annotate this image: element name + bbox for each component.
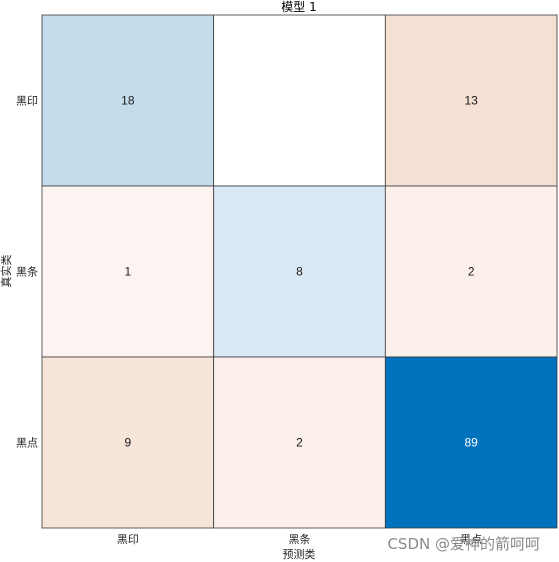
y-tick-label: 黑条 — [16, 265, 38, 279]
heatmap-cell — [41, 356, 215, 529]
y-axis-label: 真实类 — [0, 255, 13, 288]
x-tick-labels: 黑印 黑条 黑点 — [117, 532, 482, 546]
cell-value-label: 2 — [468, 265, 475, 279]
cell-value-label: 8 — [296, 265, 303, 279]
heatmap-cell — [41, 185, 215, 358]
cell-value-label: 2 — [296, 436, 303, 450]
heatmap-cell — [213, 356, 386, 529]
y-tick-label: 黑印 — [16, 95, 38, 108]
heatmap-cell — [384, 185, 558, 358]
x-tick-label: 黑点 — [460, 533, 482, 546]
x-axis-label: 预测类 — [283, 547, 316, 561]
x-tick-label: 黑印 — [117, 533, 139, 546]
cell-value-label: 89 — [464, 436, 478, 450]
x-tick-label: 黑条 — [289, 532, 311, 546]
heatmap-cell — [213, 14, 386, 187]
watermark: CSDN @爱神的箭呵呵 — [387, 535, 540, 553]
heatmap-cell-labels: 18 131 8 29 2 89 — [121, 94, 478, 450]
heatmap-cell — [213, 185, 386, 358]
cell-value-label: 9 — [124, 436, 131, 450]
heatmap-cell — [41, 14, 215, 187]
heatmap-cell — [384, 14, 558, 187]
chart-title: 模型 1 — [281, 0, 316, 14]
cell-value-label: 1 — [124, 265, 131, 279]
y-tick-label: 黑点 — [16, 437, 38, 450]
cell-value-label: 18 — [121, 94, 135, 108]
heatmap-cell — [384, 356, 558, 529]
heatmap-cells — [41, 14, 558, 529]
cell-value-label: 13 — [464, 94, 478, 108]
